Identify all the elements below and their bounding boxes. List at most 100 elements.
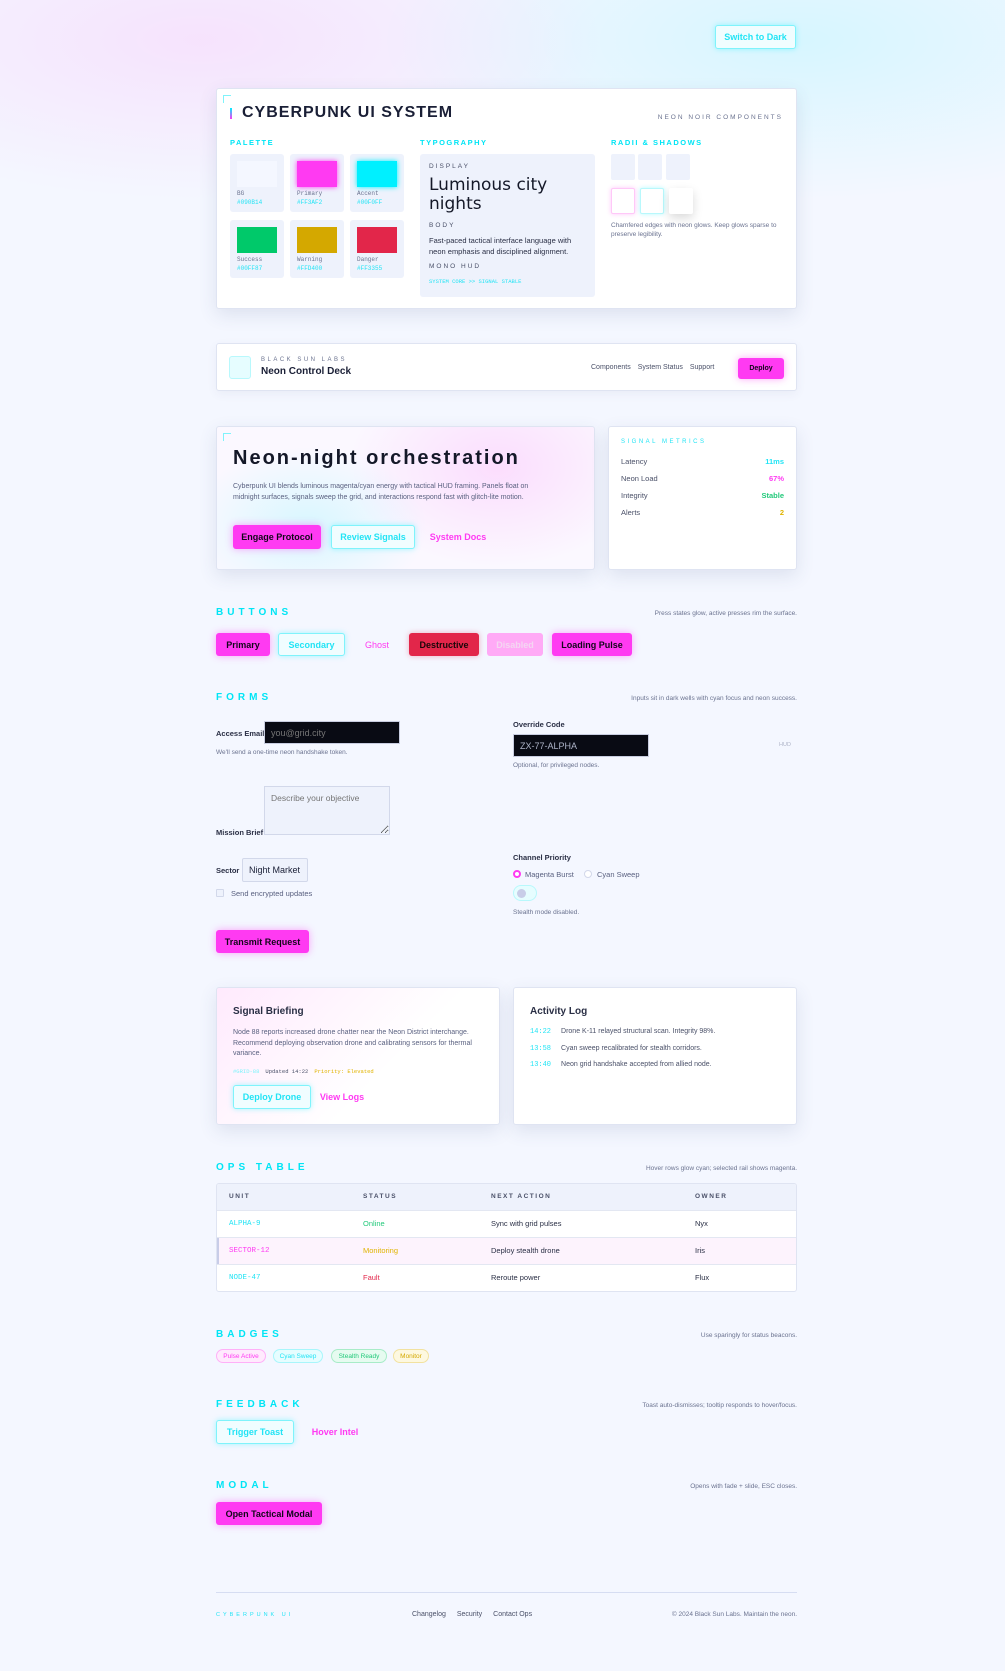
view-logs-link[interactable]: View Logs xyxy=(319,1092,365,1102)
feedback-heading: FEEDBACK xyxy=(216,1399,304,1410)
radii-heading: RADII & SHADOWS xyxy=(611,138,703,147)
review-signals-button[interactable]: Review Signals xyxy=(331,525,415,549)
shadow-sample-magenta xyxy=(611,188,635,214)
channel-priority-label: Channel Priority xyxy=(513,853,571,862)
subtitle: NEON NOIR COMPONENTS xyxy=(657,114,783,121)
transmit-request-button[interactable]: Transmit Request xyxy=(216,930,309,953)
updated-time: Updated 14:22 xyxy=(265,1068,309,1075)
badges-note: Use sparingly for status beacons. xyxy=(700,1332,797,1339)
swatch-color xyxy=(237,227,277,253)
palette-swatch: Success #00FF87 xyxy=(230,220,284,278)
modal-note: Opens with fade + slide, ESC closes. xyxy=(690,1483,797,1490)
radio-cyan-sweep[interactable] xyxy=(584,870,592,878)
swatch-hex: #090B14 xyxy=(237,199,263,206)
nav-link-support[interactable]: Support xyxy=(689,364,715,371)
table-row[interactable]: SECTOR-12 Monitoring Deploy stealth drone I… xyxy=(217,1236,796,1264)
engage-protocol-button[interactable]: Engage Protocol xyxy=(233,525,321,549)
buttons-heading: BUTTONS xyxy=(216,607,293,618)
log-entry: 13:40 Neon grid handshake accepted from a… xyxy=(530,1061,712,1069)
accent-bar xyxy=(230,108,232,119)
footer-link-changelog[interactable]: Changelog xyxy=(412,1611,446,1618)
secondary-button[interactable]: Secondary xyxy=(278,633,345,656)
ops-table: UNIT STATUS NEXT ACTION OWNER ALPHA-9 Onl… xyxy=(216,1183,797,1292)
hero-title: Neon-night orchestration xyxy=(233,447,520,469)
trigger-toast-button[interactable]: Trigger Toast xyxy=(216,1420,294,1444)
page-title: CYBERPUNK UI SYSTEM xyxy=(242,104,454,121)
col-owner: OWNER xyxy=(683,1184,796,1210)
badge-cyan-sweep: Cyan Sweep xyxy=(273,1349,323,1363)
swatch-name: Accent xyxy=(357,190,379,197)
radius-sample xyxy=(611,154,635,180)
swatch-color xyxy=(297,227,337,253)
mission-brief-textarea[interactable] xyxy=(264,786,390,835)
email-help: We'll send a one-time neon handshake tok… xyxy=(216,749,348,756)
deploy-drone-button[interactable]: Deploy Drone xyxy=(233,1085,311,1109)
primary-button[interactable]: Primary xyxy=(216,633,270,656)
cell-unit: ALPHA-9 xyxy=(217,1209,351,1237)
checkbox-label: Send encrypted updates xyxy=(231,889,313,898)
radio-magenta-burst[interactable] xyxy=(513,870,521,878)
sector-select[interactable]: Night Market xyxy=(242,858,308,882)
open-tactical-modal-button[interactable]: Open Tactical Modal xyxy=(216,1502,322,1525)
encrypted-updates-checkbox[interactable] xyxy=(216,889,224,897)
footer-link-security[interactable]: Security xyxy=(456,1611,483,1618)
hud-tag: HUD xyxy=(779,742,791,748)
table-row[interactable]: ALPHA-9 Online Sync with grid pulses Nyx xyxy=(217,1209,796,1237)
toggle-help: Stealth mode disabled. xyxy=(513,909,580,916)
metric-value: 11ms xyxy=(765,457,784,466)
footer-links: Changelog Security Contact Ops xyxy=(412,1611,532,1618)
log-time: 14:22 xyxy=(530,1028,552,1036)
table-row[interactable]: NODE-47 Fault Reroute power Flux xyxy=(217,1263,796,1291)
destructive-button[interactable]: Destructive xyxy=(409,633,479,656)
brand-kicker: BLACK SUN LABS xyxy=(261,357,348,363)
typography-panel: DISPLAY Luminous city nights BODY Fast-p… xyxy=(420,154,595,297)
footer-link-contact-ops[interactable]: Contact Ops xyxy=(493,1611,533,1618)
metric-label: Neon Load xyxy=(621,474,658,483)
email-input[interactable] xyxy=(264,721,400,744)
override-code-input[interactable]: ZX-77-ALPHA xyxy=(513,734,649,757)
hover-intel-link[interactable]: Hover Intel xyxy=(311,1427,359,1437)
stealth-toggle[interactable] xyxy=(513,885,537,901)
override-code-help: Optional, for privileged nodes. xyxy=(513,762,600,769)
cell-next-action: Deploy stealth drone xyxy=(479,1236,683,1264)
swatch-name: BG xyxy=(237,190,245,197)
cell-status: Online xyxy=(351,1209,479,1237)
nav-link-components[interactable]: Components xyxy=(591,364,631,371)
badge-pulse-active: Pulse Active xyxy=(216,1349,266,1363)
badges-heading: BADGES xyxy=(216,1329,283,1340)
palette-swatch: Accent #00F0FF xyxy=(350,154,404,212)
log-time: 13:40 xyxy=(530,1061,552,1069)
swatch-color xyxy=(357,227,397,253)
metric-value: Stable xyxy=(761,491,784,500)
metric-row: Integrity Stable xyxy=(621,491,784,500)
swatch-hex: #FF3355 xyxy=(357,265,383,272)
cell-owner: Flux xyxy=(683,1263,796,1291)
priority-label: Priority: Elevated xyxy=(314,1068,374,1075)
body-sample: Fast-paced tactical interface language w… xyxy=(429,236,572,256)
modal-heading: MODAL xyxy=(216,1480,273,1491)
loading-pulse-button[interactable]: Loading Pulse xyxy=(552,633,632,656)
metric-row: Alerts 2 xyxy=(621,508,784,517)
radius-sample xyxy=(666,154,690,180)
swatch-hex: #00F0FF xyxy=(357,199,383,206)
radio-label: Cyan Sweep xyxy=(597,870,640,879)
ghost-button[interactable]: Ghost xyxy=(364,639,389,650)
cell-status: Monitoring xyxy=(351,1236,479,1264)
briefing-body: Node 88 reports increased drone chatter … xyxy=(233,1029,472,1057)
brand-title[interactable]: Neon Control Deck xyxy=(261,366,352,377)
col-unit: UNIT xyxy=(217,1184,351,1210)
metric-label: Integrity xyxy=(621,491,648,500)
system-docs-link[interactable]: System Docs xyxy=(429,532,487,542)
log-time: 13:58 xyxy=(530,1044,552,1053)
col-status: STATUS xyxy=(351,1184,479,1210)
swatch-color xyxy=(237,161,277,187)
theme-toggle-button[interactable]: Switch to Dark xyxy=(715,25,796,49)
swatch-name: Success xyxy=(237,256,263,263)
palette-swatch: Warning #FFD400 xyxy=(290,220,344,278)
metric-value: 67% xyxy=(768,474,784,483)
palette-heading: PALETTE xyxy=(230,138,275,147)
briefing-title: Signal Briefing xyxy=(233,1006,304,1017)
ops-table-note: Hover rows glow cyan; selected rail show… xyxy=(645,1165,797,1172)
nav-link-system-status[interactable]: System Status xyxy=(637,364,683,371)
deploy-button[interactable]: Deploy xyxy=(738,358,784,379)
